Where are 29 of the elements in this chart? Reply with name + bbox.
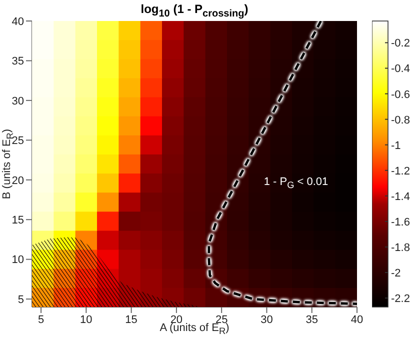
color-bar-label: -0.2 <box>391 38 410 50</box>
chart-title: log$_{10}$ (1 - P$_{crossing}$) <box>140 2 248 20</box>
color-bar-label: -1.8 <box>391 242 410 254</box>
x-tick-label: 5 <box>38 314 44 326</box>
color-bar-label: -1.6 <box>391 216 410 228</box>
x-tick-label: 35 <box>306 314 318 326</box>
color-bar-label: -0.6 <box>391 88 410 101</box>
color-bar-label: -0.4 <box>391 63 410 76</box>
y-tick-label: 20 <box>12 174 24 187</box>
color-bar-label: -1.4 <box>391 190 410 203</box>
color-bar-label: -2.2 <box>391 293 410 306</box>
y-tick-label: 5 <box>18 294 24 306</box>
x-tick-label: 10 <box>80 314 92 326</box>
color-bar-label: -0.8 <box>391 114 410 126</box>
color-scale: -0.2 -0.4 -0.6 -0.8 -1 -1.2 -1.4 -1.6 -1.8 -2 -2.2 <box>372 0 415 338</box>
x-tick-label: 40 <box>350 314 364 326</box>
x-axis-title: A (units of E$_{R}$) <box>160 322 230 336</box>
y-tick-label: 10 <box>12 254 24 266</box>
y-tick-label: 35 <box>12 56 24 68</box>
color-bar-label: -1 <box>391 140 401 152</box>
y-tick-label: 30 <box>12 95 24 108</box>
y-tick-label: 15 <box>12 214 24 227</box>
y-tick-label: 25 <box>12 135 24 148</box>
color-bar-label: -2 <box>391 268 401 280</box>
color-bar-label: -1.2 <box>391 165 410 178</box>
x-tick-label: 30 <box>260 314 273 326</box>
annotation: 1 - P$_{G}$ < 0.01 <box>264 176 328 190</box>
y-tick-label: 40 <box>12 16 24 28</box>
x-tick-label: 15 <box>125 314 138 326</box>
